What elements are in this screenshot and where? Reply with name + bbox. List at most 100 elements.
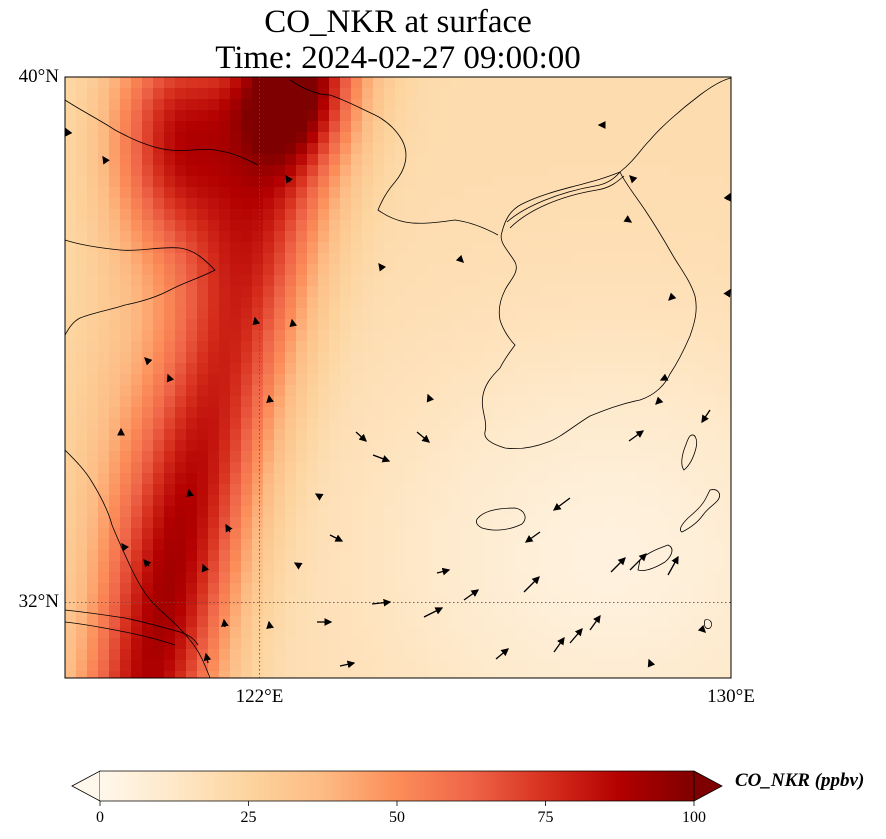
field-cell: [142, 495, 154, 507]
field-cell: [142, 187, 154, 199]
field-cell: [142, 297, 154, 309]
field-cell: [395, 385, 407, 397]
field-cell: [76, 143, 88, 155]
field-cell: [307, 473, 319, 485]
field-cell: [65, 462, 77, 474]
field-cell: [208, 121, 220, 133]
field-cell: [285, 396, 297, 408]
field-cell: [637, 506, 649, 518]
field-cell: [263, 231, 275, 243]
field-cell: [615, 275, 627, 287]
field-cell: [175, 418, 187, 430]
field-cell: [505, 77, 517, 89]
field-cell: [87, 275, 99, 287]
field-cell: [263, 253, 275, 265]
map-time-subtitle: Time: 2024-02-27 09:00:00: [215, 40, 581, 76]
field-cell: [120, 440, 132, 452]
field-cell: [626, 187, 638, 199]
field-cell: [230, 462, 242, 474]
field-cell: [527, 418, 539, 430]
field-cell: [714, 473, 726, 485]
field-cell: [725, 231, 731, 243]
field-cell: [428, 220, 440, 232]
field-cell: [120, 132, 132, 144]
field-cell: [384, 132, 396, 144]
field-cell: [230, 88, 242, 100]
field-cell: [340, 341, 352, 353]
field-cell: [681, 308, 693, 320]
field-cell: [164, 572, 176, 584]
field-cell: [461, 154, 473, 166]
field-cell: [538, 517, 550, 529]
field-cell: [263, 605, 275, 617]
field-cell: [582, 308, 594, 320]
field-cell: [659, 539, 671, 551]
field-cell: [406, 660, 418, 672]
field-cell: [472, 418, 484, 430]
field-cell: [373, 638, 385, 650]
field-cell: [692, 473, 704, 485]
field-cell: [659, 605, 671, 617]
field-cell: [439, 198, 451, 210]
field-cell: [516, 330, 528, 342]
field-cell: [252, 308, 264, 320]
wind-arrow: [426, 393, 435, 403]
field-cell: [516, 297, 528, 309]
field-cell: [505, 649, 517, 661]
field-cell: [109, 363, 121, 375]
field-cell: [307, 297, 319, 309]
field-cell: [65, 550, 77, 562]
field-cell: [538, 429, 550, 441]
field-cell: [692, 550, 704, 562]
field-cell: [252, 396, 264, 408]
field-cell: [549, 473, 561, 485]
field-cell: [186, 121, 198, 133]
field-cell: [670, 605, 682, 617]
field-cell: [395, 319, 407, 331]
field-cell: [714, 231, 726, 243]
field-cell: [274, 363, 286, 375]
field-cell: [494, 319, 506, 331]
field-cell: [681, 242, 693, 254]
field-cell: [670, 110, 682, 122]
field-cell: [483, 451, 495, 463]
field-cell: [560, 121, 572, 133]
field-cell: [648, 319, 660, 331]
field-cell: [494, 275, 506, 287]
field-cell: [197, 132, 209, 144]
field-cell: [318, 605, 330, 617]
field-cell: [417, 110, 429, 122]
field-cell: [120, 495, 132, 507]
field-cell: [208, 297, 220, 309]
field-cell: [164, 132, 176, 144]
field-cell: [472, 264, 484, 276]
field-cell: [626, 429, 638, 441]
field-cell: [197, 374, 209, 386]
field-cell: [351, 319, 363, 331]
field-cell: [648, 495, 660, 507]
field-cell: [692, 121, 704, 133]
field-cell: [670, 187, 682, 199]
field-cell: [208, 440, 220, 452]
field-cell: [252, 627, 264, 639]
field-cell: [549, 396, 561, 408]
field-cell: [208, 385, 220, 397]
field-cell: [307, 583, 319, 595]
field-cell: [582, 88, 594, 100]
field-cell: [340, 572, 352, 584]
field-cell: [483, 187, 495, 199]
field-cell: [285, 473, 297, 485]
field-cell: [65, 561, 77, 573]
field-cell: [373, 110, 385, 122]
field-cell: [131, 517, 143, 529]
field-cell: [494, 583, 506, 595]
field-cell: [153, 583, 165, 595]
field-cell: [98, 462, 110, 474]
field-cell: [703, 176, 715, 188]
field-cell: [351, 671, 363, 678]
field-cell: [417, 330, 429, 342]
field-cell: [197, 407, 209, 419]
field-cell: [76, 572, 88, 584]
field-cell: [307, 396, 319, 408]
field-cell: [318, 396, 330, 408]
